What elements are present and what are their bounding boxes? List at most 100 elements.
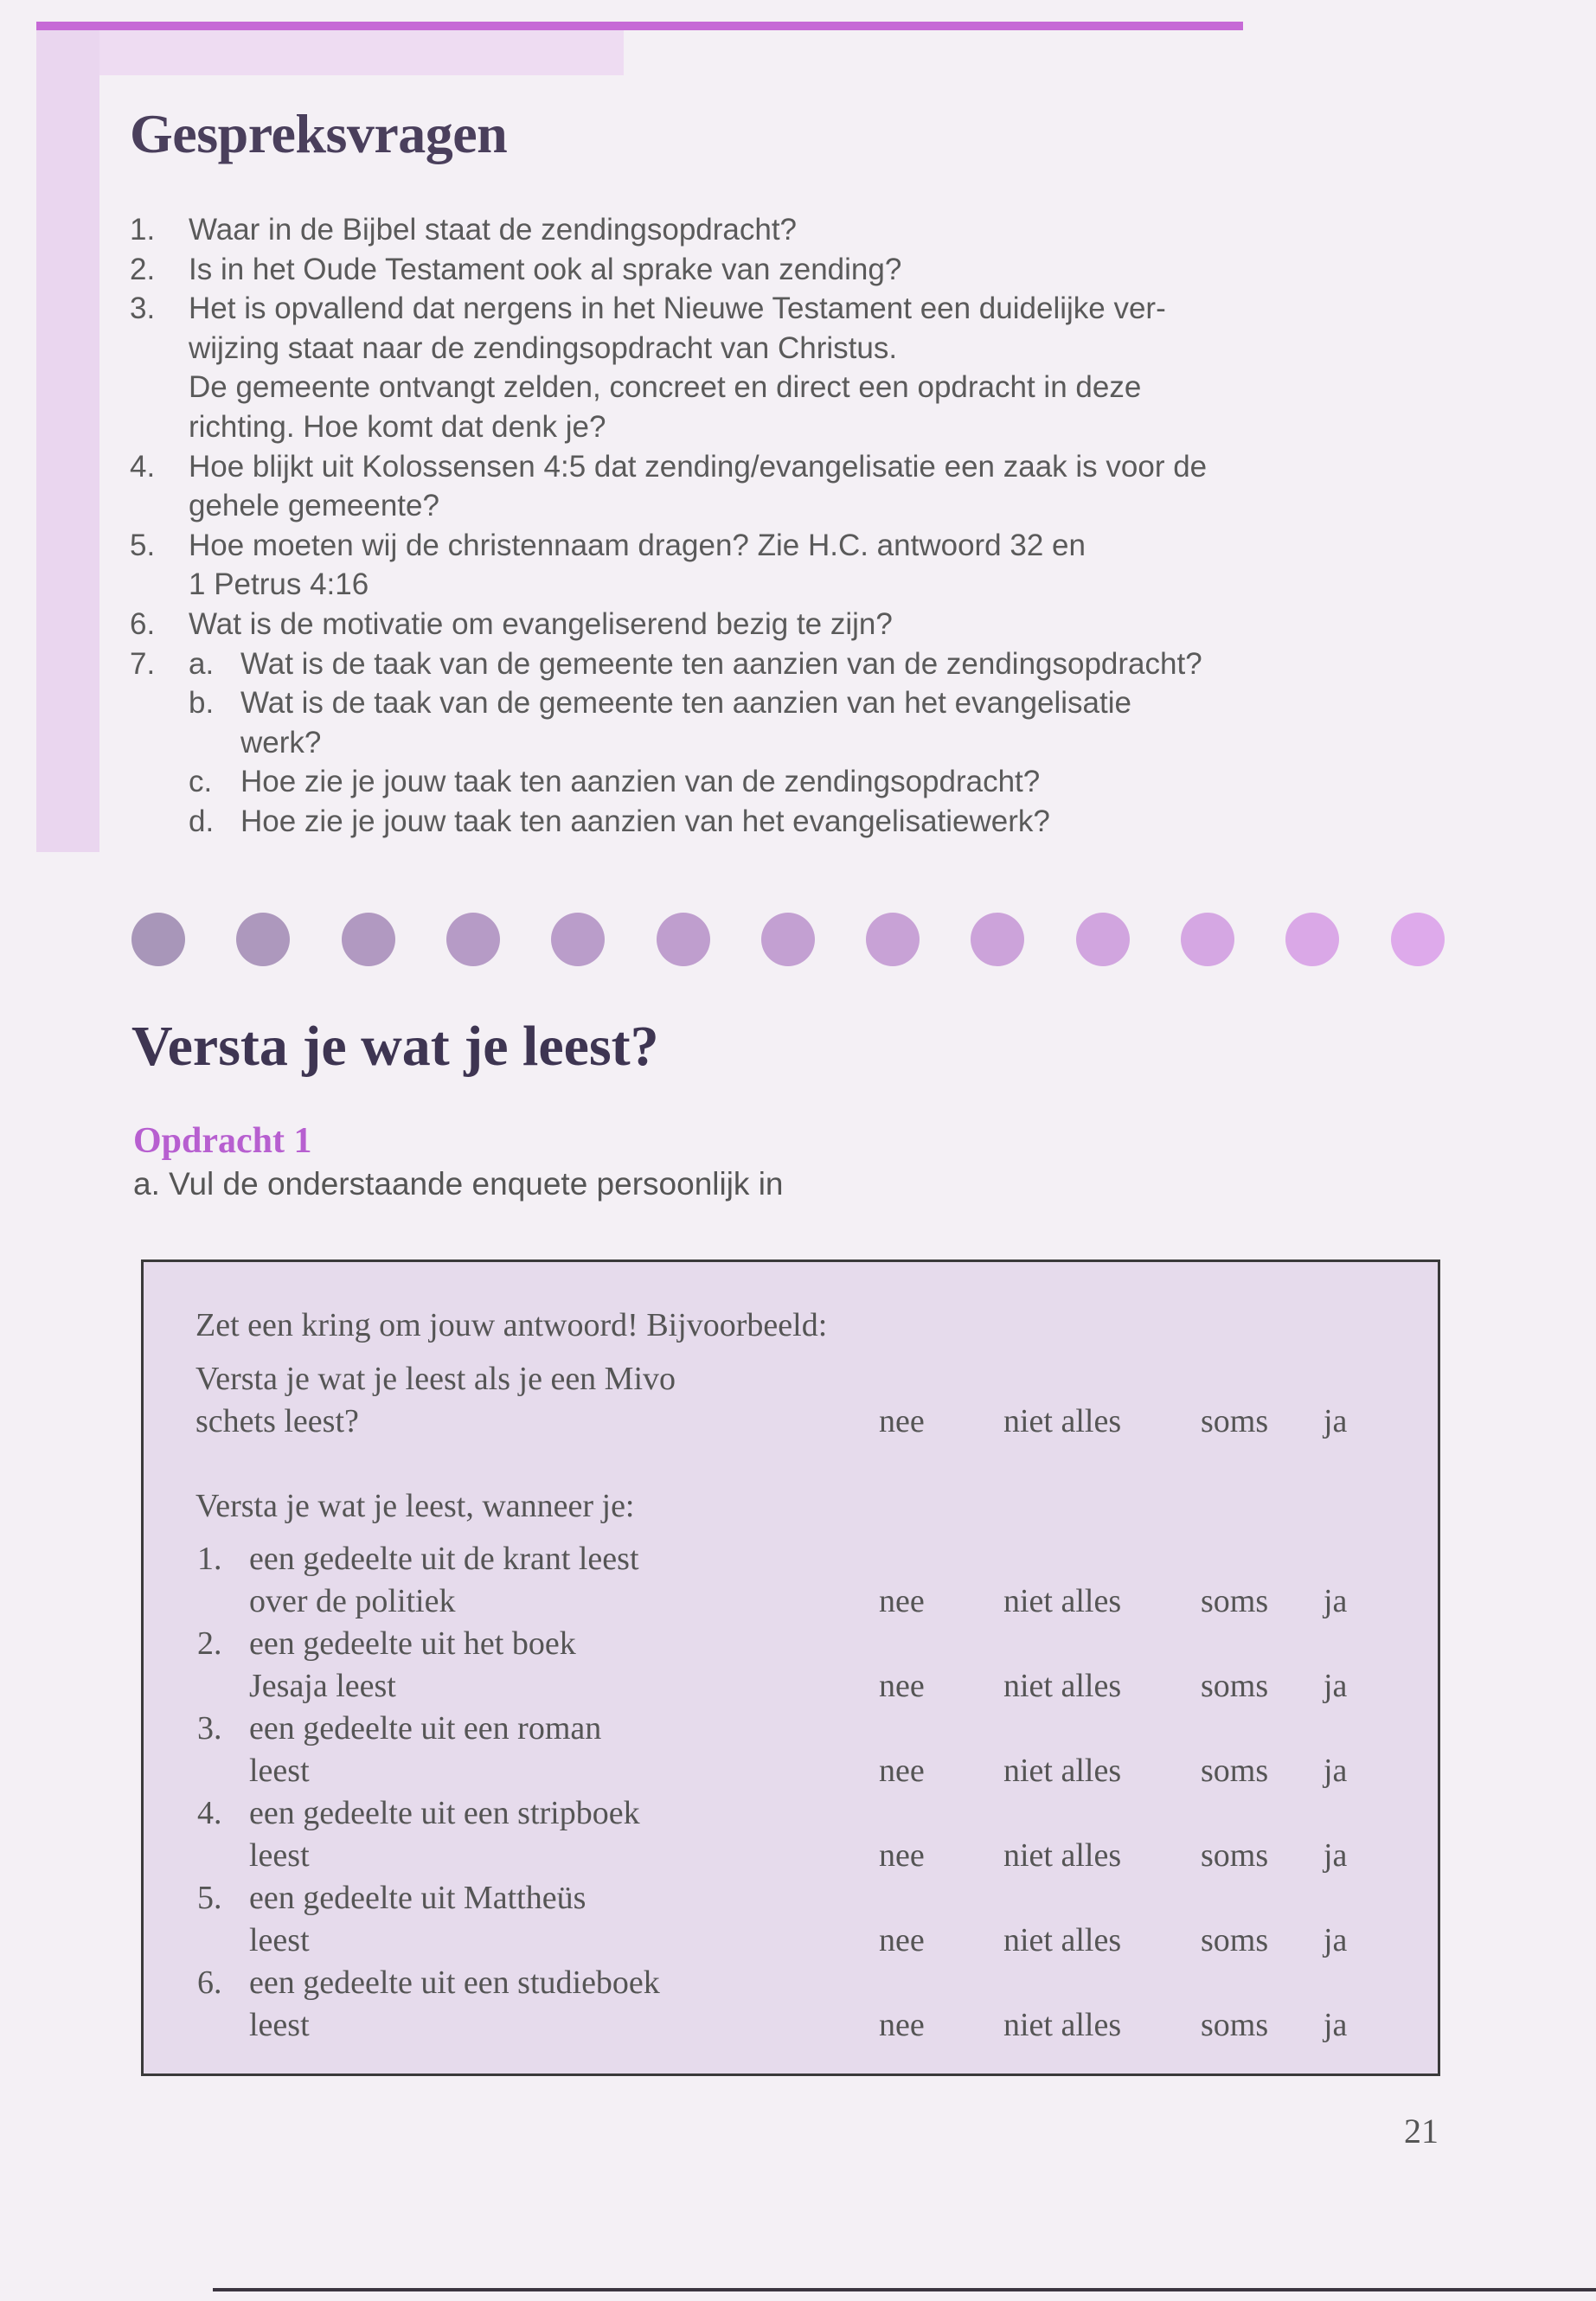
answer-option-soms: soms	[1201, 1583, 1269, 1619]
survey-item-text: een gedeelte uit een stripboek	[249, 1795, 640, 1831]
survey-item-number: 5.	[197, 1880, 222, 1916]
bottom-edge-line	[213, 2288, 1596, 2291]
survey-item-text: leest	[249, 1922, 310, 1958]
section-title-versta: Versta je wat je leest?	[131, 1015, 659, 1078]
sub-question-text: Hoe zie je jouw taak ten aanzien van de …	[240, 765, 1041, 799]
survey-item-text: leest	[249, 1837, 310, 1874]
question-text: wijzing staat naar de zendingsopdracht v…	[189, 330, 898, 365]
example-question: schets leest?	[195, 1403, 359, 1439]
sub-question-letter: d.	[189, 804, 215, 838]
question-text: Waar in de Bijbel staat de zendingsopdra…	[189, 213, 798, 247]
survey-item-number: 1.	[197, 1541, 222, 1577]
example-question: Versta je wat je leest als je een Mivo	[195, 1361, 676, 1397]
question-number: 6.	[130, 607, 156, 641]
left-tint-strip	[36, 30, 99, 852]
question-number: 7.	[130, 646, 156, 681]
assignment-heading: Opdracht 1	[133, 1121, 312, 1161]
answer-option-ja: ja	[1324, 1668, 1348, 1704]
survey-item-text: een gedeelte uit een studieboek	[249, 1965, 660, 2001]
divider-dot	[656, 913, 710, 966]
answer-option-soms: soms	[1201, 1753, 1269, 1789]
sub-question-letter: b.	[189, 686, 215, 721]
survey-item-number: 4.	[197, 1795, 222, 1831]
answer-option-nee: nee	[879, 1837, 925, 1874]
answer-option-ja: ja	[1324, 1583, 1348, 1619]
survey-item-text: een gedeelte uit het boek	[249, 1625, 576, 1662]
divider-dot	[1181, 913, 1234, 966]
answer-option-ja: ja	[1324, 1403, 1348, 1439]
question-number: 1.	[130, 213, 156, 247]
survey-question: Versta je wat je leest, wanneer je:	[195, 1488, 635, 1524]
sub-question-letter: a.	[189, 646, 215, 681]
survey-box	[141, 1259, 1440, 2076]
divider-dot	[1390, 913, 1445, 966]
divider-dot	[131, 913, 185, 966]
answer-option-soms: soms	[1201, 2007, 1269, 2043]
sub-question-text: Wat is de taak van de gemeente ten aanzi…	[240, 646, 1202, 681]
question-text: Hoe blijkt uit Kolossensen 4:5 dat zendi…	[189, 449, 1208, 484]
question-text: Het is opvallend dat nergens in het Nieu…	[189, 292, 1166, 326]
question-text: richting. Hoe komt dat denk je?	[189, 410, 606, 444]
survey-item-text: een gedeelte uit een roman	[249, 1710, 602, 1747]
assignment-instruction: a. Vul de onderstaande enquete persoonli…	[133, 1166, 784, 1202]
survey-item-number: 2.	[197, 1625, 222, 1662]
answer-option-ja: ja	[1324, 2007, 1348, 2043]
survey-item-number: 3.	[197, 1710, 222, 1747]
survey-item-text: over de politiek	[249, 1583, 456, 1619]
answer-option-niet-alles: niet alles	[1003, 1753, 1122, 1789]
answer-option-soms: soms	[1201, 1668, 1269, 1704]
divider-dot	[971, 913, 1025, 966]
answer-option-soms: soms	[1201, 1837, 1269, 1874]
answer-option-nee: nee	[879, 1403, 925, 1439]
answer-option-niet-alles: niet alles	[1003, 2007, 1122, 2043]
answer-option-ja: ja	[1324, 1922, 1348, 1958]
question-number: 2.	[130, 252, 156, 286]
page-number: 21	[1404, 2112, 1439, 2150]
divider-dot	[341, 913, 395, 966]
answer-option-niet-alles: niet alles	[1003, 1922, 1122, 1958]
answer-option-soms: soms	[1201, 1922, 1269, 1958]
answer-option-nee: nee	[879, 1753, 925, 1789]
divider-dot	[445, 913, 500, 966]
divider-dot	[236, 913, 291, 966]
question-number: 5.	[130, 528, 156, 562]
answer-option-ja: ja	[1324, 1837, 1348, 1874]
divider-dot	[1285, 913, 1340, 966]
question-text: Hoe moeten wij de christennaam dragen? Z…	[189, 528, 1086, 562]
survey-item-text: een gedeelte uit Mattheüs	[249, 1880, 586, 1916]
divider-dot	[551, 913, 606, 966]
sub-question-text: werk?	[240, 725, 322, 760]
divider-dot	[760, 913, 815, 966]
survey-item-text: Jesaja leest	[249, 1668, 396, 1704]
answer-option-niet-alles: niet alles	[1003, 1583, 1122, 1619]
survey-intro: Zet een kring om jouw antwoord! Bijvoorb…	[195, 1307, 828, 1343]
question-text: gehele gemeente?	[189, 489, 439, 523]
question-text: Wat is de motivatie om evangeliserend be…	[189, 607, 893, 641]
question-text: 1 Petrus 4:16	[189, 567, 369, 602]
answer-option-niet-alles: niet alles	[1003, 1837, 1122, 1874]
answer-option-niet-alles: niet alles	[1003, 1403, 1122, 1439]
answer-option-soms: soms	[1201, 1403, 1269, 1439]
sub-question-text: Hoe zie je jouw taak ten aanzien van het…	[240, 804, 1050, 838]
divider-dot	[1075, 913, 1130, 966]
question-text: De gemeente ontvangt zelden, concreet en…	[189, 370, 1142, 405]
answer-option-nee: nee	[879, 1922, 925, 1958]
question-number: 3.	[130, 292, 156, 326]
answer-option-nee: nee	[879, 1668, 925, 1704]
top-accent-bar	[36, 22, 1243, 30]
header-tint-block	[36, 30, 624, 75]
survey-item-text: een gedeelte uit de krant leest	[249, 1541, 639, 1577]
answer-option-nee: nee	[879, 2007, 925, 2043]
question-number: 4.	[130, 449, 156, 484]
survey-item-text: leest	[249, 1753, 310, 1789]
question-text: Is in het Oude Testament ook al sprake v…	[189, 252, 902, 286]
survey-item-number: 6.	[197, 1965, 222, 2001]
section-title-gespreksvragen: Gespreksvragen	[130, 103, 508, 164]
answer-option-niet-alles: niet alles	[1003, 1668, 1122, 1704]
divider-dot	[866, 913, 920, 966]
answer-option-ja: ja	[1324, 1753, 1348, 1789]
sub-question-letter: c.	[189, 765, 213, 799]
answer-option-nee: nee	[879, 1583, 925, 1619]
sub-question-text: Wat is de taak van de gemeente ten aanzi…	[240, 686, 1131, 721]
survey-item-text: leest	[249, 2007, 310, 2043]
